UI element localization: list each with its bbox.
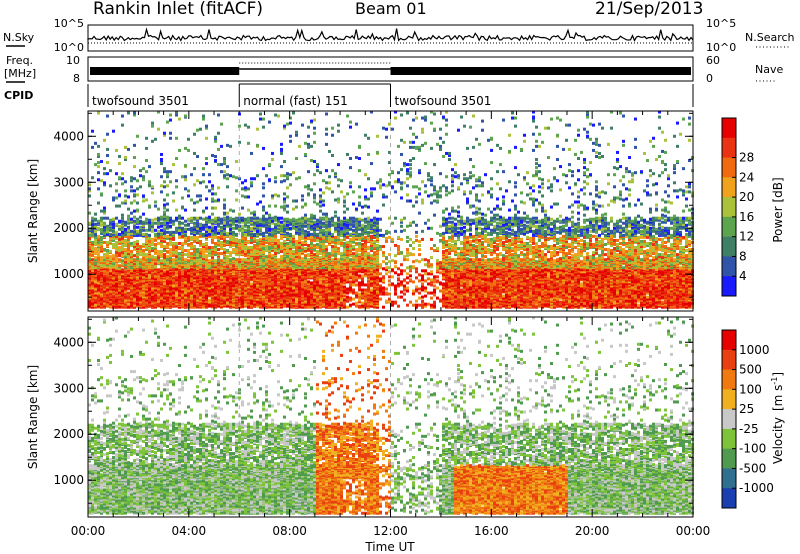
colorbar-tick-label: 500: [739, 363, 762, 377]
x-tick-label: 08:00: [272, 524, 307, 538]
nsky-tick-top-left: 10^5: [54, 17, 84, 30]
colorbar-tick-label: 25: [739, 402, 754, 416]
colorbar-tick-label: 20: [739, 190, 754, 204]
colorbar-tick-label: -1000: [739, 481, 774, 495]
colorbar-swatch: [722, 448, 736, 469]
colorbar-frame: [721, 117, 737, 297]
nsky-tick-top-right: 10^5: [706, 17, 736, 30]
x-tick-label: 04:00: [172, 524, 207, 538]
x-tick-label: 20:00: [575, 524, 610, 538]
colorbar-swatch: [722, 389, 736, 410]
colorbar-swatch: [722, 428, 736, 450]
velocity-units-suffix: ]: [771, 372, 785, 377]
colorbar-swatch: [722, 409, 736, 430]
colorbar-swatch: [722, 276, 736, 297]
cpid-segment-1: twofsound 3501: [92, 94, 189, 108]
velocity-panel: 1000 2000 3000 4000 00:00 04:00 08:00 12:00 16:0…: [26, 316, 785, 538]
nsky-tick-bottom-right: 10^0: [706, 41, 736, 54]
velocity-colorbar-label: Velocity [m s-1]: [770, 372, 785, 464]
power-colorbar-label: Power [dB]: [771, 177, 785, 242]
x-tick-label: 12:00: [373, 524, 408, 538]
colorbar-swatch: [722, 216, 736, 238]
colorbar-swatch: [722, 330, 736, 351]
colorbar-tick-label: 24: [739, 170, 754, 184]
freq-units: [MHz]: [4, 67, 36, 80]
freq-tick-top: 10: [66, 54, 80, 67]
station-title: Rankin Inlet (fitACF): [93, 0, 263, 19]
colorbar-swatch: [722, 157, 736, 178]
y-tick-label: 3000: [53, 381, 84, 395]
colorbar-swatch: [722, 177, 736, 198]
velocity-units-exp: -1: [770, 377, 779, 385]
y-tick-label: 1000: [53, 473, 84, 487]
colorbar-swatch: [722, 118, 736, 139]
y-tick-label: 1000: [53, 267, 84, 281]
power-ylabel: Slant Range [km]: [26, 159, 40, 263]
colorbar-tick-label: 16: [739, 210, 754, 224]
colorbar-tick-label: 4: [739, 269, 747, 283]
y-tick-label: 4000: [53, 335, 84, 349]
colorbar-swatch: [722, 256, 736, 277]
nsky-label: N.Sky: [3, 31, 35, 44]
y-tick-label: 2000: [53, 427, 84, 441]
cpid-label: CPID: [4, 89, 33, 102]
cpid-segment-3: twofsound 3501: [395, 94, 492, 108]
freq-band-2: [390, 67, 691, 75]
y-tick-label: 3000: [53, 175, 84, 189]
velocity-label-word: Velocity: [771, 417, 785, 464]
nsky-tick-bottom-left: 10^0: [54, 41, 84, 54]
date-title: 21/Sep/2013: [595, 0, 703, 19]
colorbar-tick-label: 12: [739, 230, 754, 244]
freq-label: Freq.: [6, 54, 33, 67]
colorbar-swatch: [722, 468, 736, 489]
colorbar-tick-label: 100: [739, 382, 762, 396]
freq-panel: Freq. [MHz] 10 8 60 0 Nave: [4, 54, 783, 85]
colorbar-tick-label: 8: [739, 249, 747, 263]
nave-tick-bottom: 0: [706, 72, 713, 85]
y-tick-label: 4000: [53, 129, 84, 143]
velocity-ylabel: Slant Range [km]: [26, 365, 40, 469]
nsky-trace: [87, 27, 694, 44]
colorbar-swatch: [722, 349, 736, 371]
x-tick-label: 00:00: [71, 524, 106, 538]
colorbar-tick-label: -500: [739, 461, 766, 475]
cpid-segment-2: normal (fast) 151: [243, 94, 347, 108]
colorbar-tick-label: -25: [739, 422, 759, 436]
colorbar-swatch: [722, 369, 736, 390]
colorbar-swatch: [722, 488, 736, 509]
nave-tick-top: 60: [706, 54, 720, 67]
nave-label: Nave: [755, 63, 783, 76]
beam-title: Beam 01: [355, 0, 427, 18]
nsearch-label: N.Search: [745, 31, 795, 44]
time-axis-label: Time UT: [364, 540, 415, 554]
x-tick-label: 00:00: [676, 524, 711, 538]
colorbar-frame: [721, 329, 737, 509]
freq-tick-bottom: 8: [73, 72, 80, 85]
nsky-line: [87, 27, 694, 42]
colorbar-tick-label: -100: [739, 442, 766, 456]
y-tick-label: 2000: [53, 221, 84, 235]
velocity-units-prefix: [m s: [771, 385, 785, 411]
cpid-panel: CPID twofsound 3501 normal (fast) 151 twof…: [4, 83, 694, 108]
freq-trace: [90, 62, 691, 75]
nsky-panel: N.Sky 10^5 10^0 10^5 10^0 N.Search: [3, 17, 795, 54]
colorbar-swatch: [722, 197, 736, 218]
freq-band-1: [90, 67, 240, 75]
colorbar-tick-label: 28: [739, 151, 754, 165]
x-tick-label: 16:00: [474, 524, 509, 538]
colorbar-swatch: [722, 137, 736, 159]
colorbar-swatch: [722, 236, 736, 257]
colorbar-tick-label: 1000: [739, 343, 770, 357]
power-panel: 1000 2000 3000 4000 Slant Range [km] 4 8 12 16…: [26, 110, 785, 312]
